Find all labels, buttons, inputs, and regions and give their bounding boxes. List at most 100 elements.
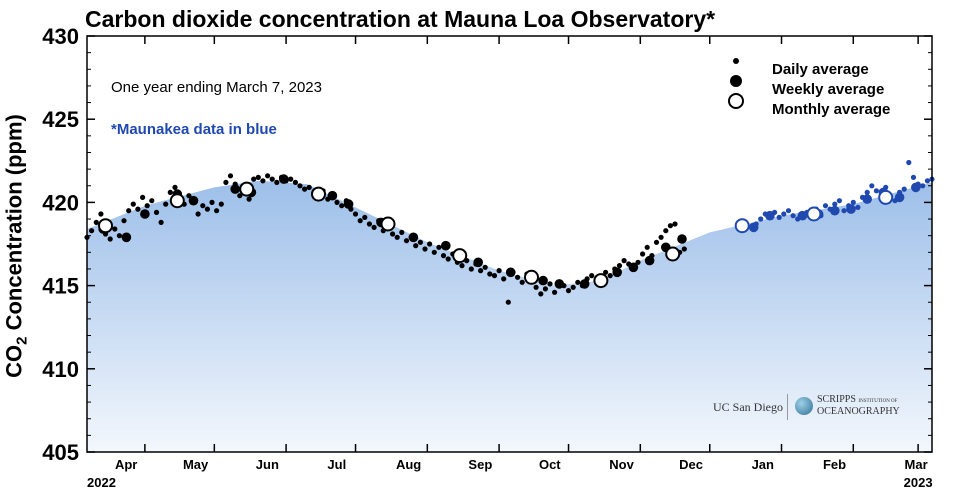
mauna-loa-weekly-average-point (441, 240, 451, 251)
maunakea-daily-average-point (790, 213, 796, 219)
y-tick-label-410: 410 (42, 357, 79, 382)
chart-title: Carbon dioxide concentration at Mauna Lo… (85, 6, 716, 32)
mauna-loa-daily-average-point (431, 249, 437, 255)
mauna-loa-daily-average-point (459, 263, 465, 269)
maunakea-daily-average-point (873, 188, 880, 194)
maunakea-daily-average-point (855, 204, 861, 210)
mauna-loa-daily-average-point (653, 239, 660, 245)
mauna-loa-daily-average-point (478, 268, 484, 274)
mauna-loa-daily-average-point (663, 228, 669, 234)
maunakea-weekly-average-point (894, 192, 905, 203)
legend-monthly-label: Monthly average (772, 101, 891, 118)
mauna-loa-daily-average-point (413, 243, 419, 249)
logo-divider (787, 394, 788, 420)
mauna-loa-daily-average-point (390, 231, 396, 237)
maunakea-daily-average-point (822, 203, 829, 209)
mauna-loa-daily-average-point (214, 208, 220, 214)
maunakea-weekly-average-point (765, 210, 775, 221)
mauna-loa-daily-average-point (491, 273, 498, 279)
mauna-loa-weekly-average-point (279, 174, 289, 184)
mauna-loa-daily-average-point (269, 176, 275, 182)
mauna-loa-daily-average-point (621, 258, 627, 264)
mauna-loa-monthly-average-point (98, 218, 113, 234)
scripps-logo-line1: SCRIPPS (817, 394, 856, 405)
mauna-loa-weekly-average-point (644, 255, 655, 266)
mauna-loa-daily-average-point (644, 244, 650, 250)
mauna-loa-daily-average-point (417, 239, 423, 245)
mauna-loa-daily-average-point (172, 184, 178, 190)
x-tick-label-jun: Jun (256, 457, 279, 472)
y-axis-label-subscript: 2 (13, 336, 31, 345)
mauna-loa-daily-average-point (440, 253, 447, 259)
mauna-loa-daily-average-point (237, 193, 243, 199)
y-axis-label: CO2 Concentration (ppm) (1, 114, 30, 378)
mauna-loa-daily-average-point (288, 176, 294, 182)
y-tick-label-405: 405 (42, 440, 79, 465)
mauna-loa-daily-average-point (640, 251, 646, 257)
mauna-loa-daily-average-point (107, 236, 113, 242)
mauna-loa-daily-average-point (334, 199, 340, 205)
mauna-loa-daily-average-point (519, 279, 525, 285)
scripps-logo-line2: OCEANOGRAPHY (817, 406, 900, 417)
mauna-loa-daily-average-point (186, 193, 192, 199)
mauna-loa-weekly-average-point (343, 199, 354, 209)
y-tick-label-430: 430 (42, 24, 79, 49)
mauna-loa-weekly-average-point (505, 267, 516, 278)
x-tick-label-may: May (183, 457, 209, 472)
x-tick-label-jan: Jan (752, 457, 774, 472)
maunakea-weekly-average-point (797, 210, 808, 221)
maunakea-weekly-average-point (911, 182, 921, 193)
mauna-loa-daily-average-point (144, 203, 150, 209)
x-tick-label-apr: Apr (115, 457, 137, 472)
legend-monthly-marker (728, 93, 744, 109)
mauna-loa-weekly-average-point (579, 279, 590, 289)
mauna-loa-daily-average-point (399, 229, 405, 235)
maunakea-weekly-average-point (846, 204, 856, 214)
mauna-loa-daily-average-point (255, 174, 261, 180)
mauna-loa-daily-average-point (274, 179, 280, 185)
mauna-loa-daily-average-point (98, 211, 104, 217)
mauna-loa-daily-average-point (339, 203, 345, 209)
maunakea-note: *Maunakea data in blue (111, 121, 277, 138)
mauna-loa-daily-average-point (223, 179, 229, 185)
maunakea-daily-average-point (781, 211, 787, 217)
mauna-loa-daily-average-point (575, 279, 581, 285)
x-tick-label-feb: Feb (823, 457, 846, 472)
legend-daily-label: Daily average (772, 61, 869, 78)
mauna-loa-weekly-average-point (612, 267, 622, 278)
maunakea-daily-average-point (864, 189, 870, 195)
maunakea-daily-average-point (920, 183, 926, 189)
mauna-loa-daily-average-point (403, 238, 410, 244)
x-tick-label-dec: Dec (679, 457, 703, 472)
mauna-loa-daily-average-point (200, 203, 206, 209)
maunakea-daily-average-point (836, 198, 843, 204)
mauna-loa-daily-average-point (116, 233, 122, 239)
mauna-loa-daily-average-point (552, 289, 558, 295)
mauna-loa-monthly-average-point (524, 269, 539, 285)
year-label-2023: 2023 (904, 475, 933, 490)
mauna-loa-daily-average-point (265, 173, 271, 179)
maunakea-daily-average-point (758, 216, 764, 222)
x-tick-label-aug: Aug (396, 457, 421, 472)
chart-subtitle: One year ending March 7, 2023 (111, 79, 322, 96)
mauna-loa-daily-average-point (89, 228, 95, 234)
mauna-loa-daily-average-point (153, 209, 160, 215)
x-tick-label-oct: Oct (539, 457, 561, 472)
maunakea-weekly-average-point (862, 194, 872, 204)
maunakea-daily-average-point (785, 208, 792, 214)
mauna-loa-daily-average-point (209, 199, 215, 205)
mauna-loa-daily-average-point (542, 286, 549, 292)
mauna-loa-weekly-average-point (677, 234, 687, 244)
mauna-loa-daily-average-point (445, 256, 451, 262)
mauna-loa-daily-average-point (603, 269, 609, 275)
mauna-loa-daily-average-point (482, 264, 488, 270)
mauna-loa-daily-average-point (218, 201, 224, 207)
mauna-loa-daily-average-point (362, 214, 368, 220)
legend-weekly-marker (730, 75, 742, 87)
mauna-loa-daily-average-point (427, 241, 433, 247)
y-tick-label-420: 420 (42, 190, 79, 215)
mauna-loa-monthly-average-point (593, 273, 609, 289)
mauna-loa-weekly-average-point (538, 275, 548, 286)
mauna-loa-daily-average-point (306, 184, 312, 190)
